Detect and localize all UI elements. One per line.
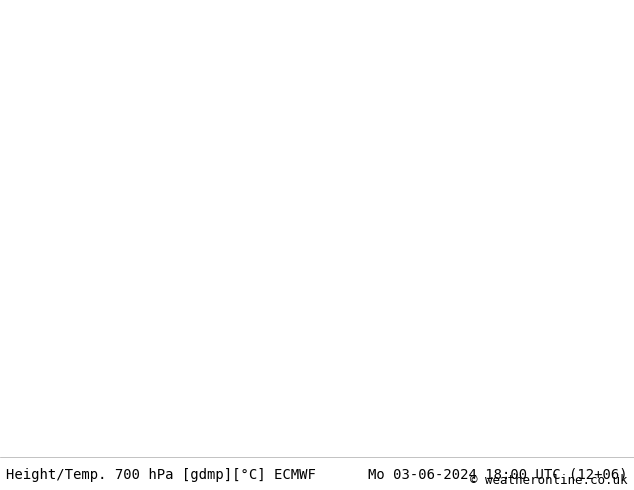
- Text: Mo 03-06-2024 18:00 UTC (12+06): Mo 03-06-2024 18:00 UTC (12+06): [368, 467, 628, 482]
- Text: Height/Temp. 700 hPa [gdmp][°C] ECMWF: Height/Temp. 700 hPa [gdmp][°C] ECMWF: [6, 467, 316, 482]
- Text: © weatheronline.co.uk: © weatheronline.co.uk: [470, 473, 628, 487]
